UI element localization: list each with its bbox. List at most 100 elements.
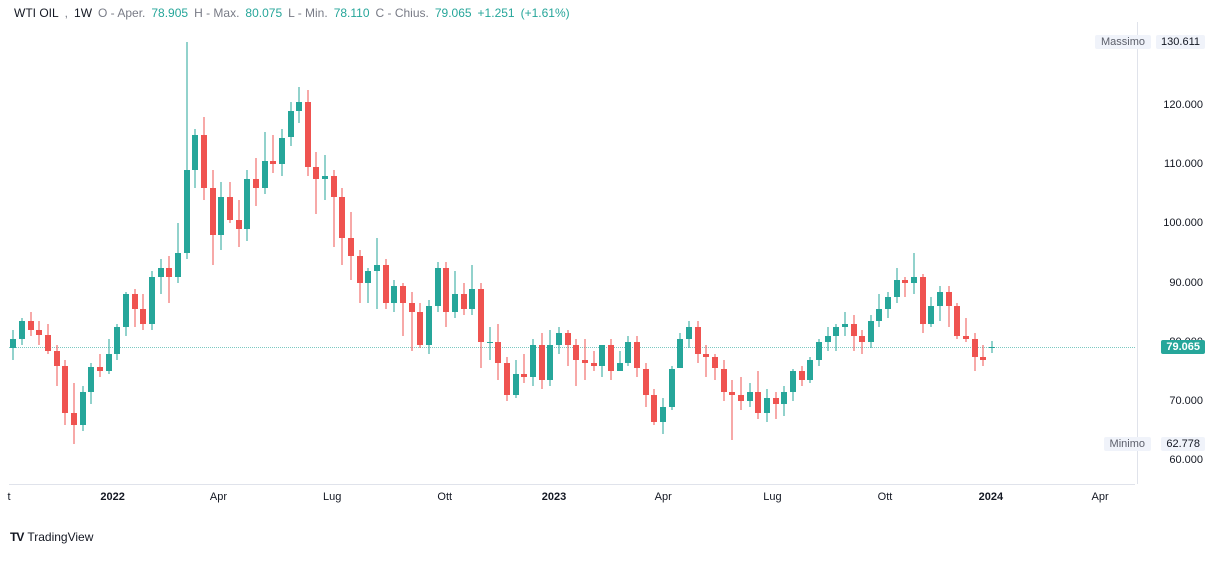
candle: [842, 22, 848, 484]
candle: [695, 22, 701, 484]
candle: [885, 22, 891, 484]
candle: [833, 22, 839, 484]
change-value: +1.251: [478, 6, 515, 20]
candle: [920, 22, 926, 484]
candle: [106, 22, 112, 484]
candle: [80, 22, 86, 484]
candle: [703, 22, 709, 484]
candle: [279, 22, 285, 484]
y-min-label: Minimo: [1104, 437, 1151, 451]
candle: [911, 22, 917, 484]
y-current-price: 79.065: [1161, 340, 1205, 354]
candle: [972, 22, 978, 484]
candle: [773, 22, 779, 484]
candle: [45, 22, 51, 484]
candle: [521, 22, 527, 484]
x-tick: 2023: [542, 491, 566, 503]
candle: [253, 22, 259, 484]
candle: [686, 22, 692, 484]
candle: [634, 22, 640, 484]
candle: [331, 22, 337, 484]
candle: [140, 22, 146, 484]
candle: [339, 22, 345, 484]
candle: [660, 22, 666, 484]
candle: [721, 22, 727, 484]
y-tick: 60.000: [1169, 454, 1203, 466]
candle: [530, 22, 536, 484]
x-tick: Lug: [763, 491, 781, 503]
price-axis[interactable]: 60.00070.00080.00090.000100.000110.00012…: [1137, 22, 1209, 484]
candle: [192, 22, 198, 484]
x-tick: Apr: [655, 491, 672, 503]
change-pct: (+1.61%): [521, 6, 570, 20]
candle: [435, 22, 441, 484]
candle: [868, 22, 874, 484]
candle: [937, 22, 943, 484]
candle: [365, 22, 371, 484]
x-tick: t: [7, 491, 10, 503]
candle: [781, 22, 787, 484]
candle: [374, 22, 380, 484]
y-tick: 70.000: [1169, 395, 1203, 407]
candle: [764, 22, 770, 484]
candle: [262, 22, 268, 484]
candle: [582, 22, 588, 484]
candle: [36, 22, 42, 484]
candle: [902, 22, 908, 484]
candle: [383, 22, 389, 484]
chart-container: WTI OIL , 1W O - Aper. 78.905 H - Max. 8…: [0, 0, 1209, 564]
candle: [305, 22, 311, 484]
candle: [747, 22, 753, 484]
candle: [97, 22, 103, 484]
time-axis[interactable]: t2022AprLugOtt2023AprLugOtt2024Apr: [9, 484, 1135, 512]
open-label: O - Aper.: [98, 6, 145, 20]
x-tick: Ott: [437, 491, 452, 503]
open-value: 78.905: [151, 6, 188, 20]
candle: [270, 22, 276, 484]
candle: [158, 22, 164, 484]
candle: [236, 22, 242, 484]
candlestick-plot[interactable]: [9, 22, 1135, 484]
candle: [729, 22, 735, 484]
candle: [859, 22, 865, 484]
tv-logo-icon: TV: [10, 530, 23, 544]
candle: [123, 22, 129, 484]
candle: [10, 22, 16, 484]
candle: [227, 22, 233, 484]
y-tick: 110.000: [1164, 158, 1203, 170]
candle: [556, 22, 562, 484]
candle: [322, 22, 328, 484]
candle: [296, 22, 302, 484]
tradingview-watermark: TV TradingView: [10, 530, 93, 544]
candle: [313, 22, 319, 484]
close-label: C - Chius.: [376, 6, 429, 20]
candle: [712, 22, 718, 484]
candle: [963, 22, 969, 484]
candle: [755, 22, 761, 484]
candle: [876, 22, 882, 484]
candle: [738, 22, 744, 484]
y-min-value: 62.778: [1161, 437, 1205, 451]
candle: [799, 22, 805, 484]
candle: [894, 22, 900, 484]
close-value: 79.065: [435, 6, 472, 20]
candle: [426, 22, 432, 484]
candle: [807, 22, 813, 484]
low-value: 78.110: [334, 6, 370, 20]
candle: [487, 22, 493, 484]
candle: [149, 22, 155, 484]
candle: [643, 22, 649, 484]
candle: [989, 22, 995, 484]
high-value: 80.075: [245, 6, 282, 20]
candle: [88, 22, 94, 484]
low-label: L - Min.: [288, 6, 328, 20]
candle: [400, 22, 406, 484]
candle: [19, 22, 25, 484]
x-tick: 2022: [100, 491, 124, 503]
candle: [62, 22, 68, 484]
candle: [851, 22, 857, 484]
x-tick: Apr: [210, 491, 227, 503]
candle: [218, 22, 224, 484]
y-tick: 120.000: [1163, 99, 1203, 111]
candle: [825, 22, 831, 484]
